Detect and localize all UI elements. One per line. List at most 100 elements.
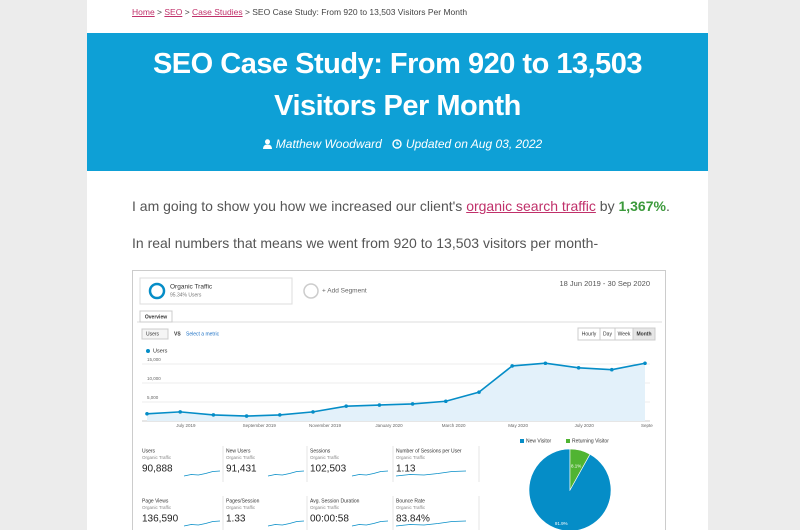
point	[643, 361, 647, 366]
tab	[139, 310, 173, 323]
vs-label: VS	[174, 331, 181, 337]
point	[444, 399, 448, 404]
x-tick-label: May 2020	[508, 423, 528, 428]
breadcrumb-current: SEO Case Study: From 920 to 13,503 Visit…	[252, 7, 468, 17]
y-tick-label: 10,000	[147, 376, 161, 381]
breadcrumb-link[interactable]: Home	[132, 7, 155, 17]
point	[543, 361, 548, 366]
point	[244, 414, 249, 418]
paragraph: I am going to show you how we increased …	[132, 198, 670, 214]
y-tick-label: 5,000	[147, 395, 159, 400]
x-tick-label: March 2020	[442, 423, 466, 428]
metric-value: 1.13	[396, 464, 416, 475]
sparkline	[351, 520, 389, 527]
x-tick-label: November 2019	[309, 423, 342, 428]
sparkline	[395, 520, 467, 527]
legend-label: Returning Visitor	[572, 438, 609, 444]
metric-segment: Organic Traffic	[226, 455, 256, 460]
point	[211, 413, 216, 417]
legend-label: New Visitor	[526, 438, 552, 444]
slice-label: 91.9%	[555, 521, 568, 526]
metric-name: Bounce Rate	[396, 498, 425, 504]
author-icon	[262, 139, 272, 149]
point	[344, 404, 348, 408]
breadcrumb-link[interactable]: Case Studies	[192, 7, 243, 17]
inline-link[interactable]: organic search traffic	[466, 198, 596, 214]
sparkline	[267, 520, 305, 527]
sparkline	[267, 470, 305, 477]
metric-value: 102,503	[310, 464, 347, 475]
breadcrumb: Home > SEO > Case Studies > SEO Case Stu…	[132, 7, 467, 17]
point	[178, 410, 182, 414]
metric-name: Users	[142, 448, 156, 454]
segment-box	[139, 277, 293, 305]
x-tick-label: July 2020	[575, 423, 595, 428]
legend-swatch	[566, 439, 570, 443]
text: I am going to show you how we increased …	[132, 198, 467, 214]
y-tick-label: 15,000	[147, 357, 161, 362]
header-banner: SEO Case Study: From 920 to 13,503 Visit…	[87, 33, 708, 171]
metric-value: 1.33	[226, 514, 246, 525]
x-tick-label: July 2019	[176, 423, 196, 428]
x-tick-label: September 2019	[243, 423, 277, 428]
line	[146, 362, 646, 417]
granularity-buttons: Hourly Day Week Month	[577, 327, 656, 341]
date-range[interactable]: 18 Jun 2019 - 30 Sep 2020	[560, 279, 651, 288]
sparkline	[351, 470, 389, 477]
slice-label: 8.1%	[571, 463, 581, 468]
segment-name: Organic Traffic	[170, 284, 213, 291]
select-metric[interactable]: Select a metric	[186, 331, 220, 337]
metric-name: New Users	[226, 448, 251, 454]
legend-swatch	[520, 439, 524, 443]
page-title: SEO Case Study: From 920 to 13,503 Visit…	[152, 48, 643, 122]
metric-segment: Organic Traffic	[226, 505, 256, 510]
sparkline	[183, 520, 221, 527]
pie-chart: New Visitor Returning Visitor 91.9% 8.1%	[520, 438, 612, 530]
paragraph: In real numbers that means we went from …	[132, 235, 599, 251]
updated-date: Updated on Aug 03, 2022	[405, 137, 543, 151]
highlight: 1,367%	[618, 198, 666, 214]
metric-segment: Organic Traffic	[142, 505, 172, 510]
metric-name: Pages/Session	[226, 498, 260, 504]
metric-value: 91,431	[226, 464, 257, 475]
area	[147, 363, 645, 421]
breadcrumb-separator: >	[182, 7, 193, 17]
granularity-label: Hourly	[582, 331, 597, 337]
point	[477, 390, 481, 394]
metric-name: Sessions	[310, 448, 331, 454]
metric-name: Number of Sessions per User	[396, 448, 462, 454]
granularity-label: Week	[618, 331, 631, 337]
tab-label[interactable]: Overview	[145, 314, 167, 320]
metric-name: Avg. Session Duration	[310, 498, 360, 504]
legend-swatch	[146, 349, 150, 353]
metric-dropdown	[141, 328, 169, 340]
granularity-button[interactable]	[632, 327, 656, 341]
x-tick-label: Septe	[641, 423, 653, 428]
point	[278, 413, 282, 417]
post-meta: Matthew Woodward Updated on Aug 03, 2022	[87, 137, 708, 151]
legend-label: Users	[153, 348, 168, 354]
metric-name: Page Views	[142, 498, 169, 504]
breadcrumb-link[interactable]: SEO	[164, 7, 183, 17]
metric-segment: Organic Traffic	[396, 505, 426, 510]
metric-value: 00:00:58	[310, 514, 349, 525]
x-tick-label: January 2020	[375, 423, 403, 428]
add-segment[interactable]: + Add Segment	[322, 288, 367, 295]
point	[510, 364, 514, 368]
granularity-label: Day	[603, 331, 612, 337]
line-chart: 5,000 10,000 15,000 July 2019 September 2019…	[142, 348, 653, 428]
breadcrumb-separator: >	[154, 7, 165, 17]
metric-select[interactable]: Users	[146, 331, 160, 337]
author[interactable]: Matthew Woodward	[275, 137, 382, 151]
text: .	[665, 198, 670, 214]
clock-icon	[392, 139, 402, 149]
segment-icon	[148, 282, 166, 300]
metric-value: 83.84%	[396, 514, 430, 525]
add-segment-icon	[303, 283, 319, 299]
text: by	[595, 198, 619, 214]
analytics-screenshot: Organic Traffic 95.34% Users + Add Segme…	[132, 270, 666, 530]
metric-segment: Organic Traffic	[310, 455, 340, 460]
metric-value: 136,590	[142, 514, 179, 525]
metric-segment: Organic Traffic	[310, 505, 340, 510]
